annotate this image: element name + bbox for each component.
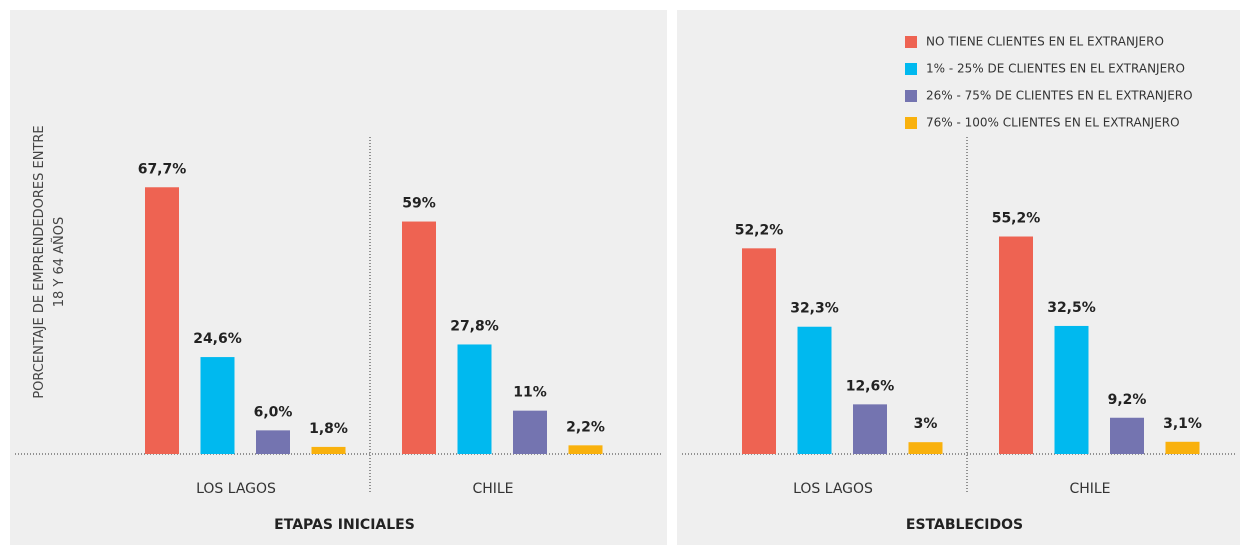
bar bbox=[145, 187, 179, 454]
value-label: 3,1% bbox=[1163, 416, 1202, 432]
value-label: 59% bbox=[402, 196, 436, 212]
value-label: 55,2% bbox=[992, 211, 1041, 227]
legend-swatch bbox=[905, 36, 917, 48]
value-label: 11% bbox=[513, 385, 547, 401]
bar bbox=[797, 326, 832, 454]
value-label: 12,6% bbox=[846, 378, 895, 394]
panel-title: ETAPAS INICIALES bbox=[274, 517, 415, 533]
bar bbox=[908, 442, 943, 454]
legend-swatch bbox=[905, 117, 917, 129]
bar bbox=[999, 236, 1033, 454]
value-label: 6,0% bbox=[254, 404, 293, 420]
legend-label: 1% - 25% DE CLIENTES EN EL EXTRANJERO bbox=[926, 62, 1185, 76]
legend-swatch bbox=[905, 63, 917, 75]
value-label: 9,2% bbox=[1108, 392, 1147, 408]
bar bbox=[311, 446, 346, 454]
value-label: 24,6% bbox=[193, 331, 242, 347]
bar bbox=[853, 404, 887, 454]
bar bbox=[200, 357, 235, 454]
x-tick-label: LOS LAGOS bbox=[793, 481, 873, 497]
legend-label: NO TIENE CLIENTES EN EL EXTRANJERO bbox=[926, 35, 1164, 49]
legend-label: 76% - 100% CLIENTES EN EL EXTRANJERO bbox=[926, 116, 1180, 130]
value-label: 2,2% bbox=[566, 419, 605, 435]
bar bbox=[568, 445, 603, 454]
bar bbox=[457, 344, 492, 454]
x-tick-label: CHILE bbox=[1069, 481, 1110, 497]
legend-label: 26% - 75% DE CLIENTES EN EL EXTRANJERO bbox=[926, 89, 1193, 103]
value-label: 3% bbox=[914, 416, 938, 432]
bar bbox=[256, 430, 290, 454]
bar bbox=[1165, 441, 1200, 454]
value-label: 1,8% bbox=[309, 421, 348, 437]
legend-swatch bbox=[905, 90, 917, 102]
bar bbox=[1110, 417, 1144, 454]
panel bbox=[10, 10, 667, 545]
value-label: 32,5% bbox=[1047, 300, 1096, 316]
x-tick-label: CHILE bbox=[472, 481, 513, 497]
value-label: 27,8% bbox=[450, 318, 499, 334]
y-axis-label: PORCENTAJE DE EMPRENDEDORES ENTRE 18 Y 6… bbox=[32, 125, 67, 399]
x-tick-label: LOS LAGOS bbox=[196, 481, 276, 497]
value-label: 67,7% bbox=[138, 161, 187, 177]
bar bbox=[742, 248, 776, 454]
bar bbox=[1054, 325, 1089, 454]
panel-title: ESTABLECIDOS bbox=[906, 517, 1023, 533]
value-label: 52,2% bbox=[735, 222, 784, 238]
bar bbox=[513, 410, 547, 454]
bar bbox=[402, 221, 436, 454]
value-label: 32,3% bbox=[790, 301, 839, 317]
